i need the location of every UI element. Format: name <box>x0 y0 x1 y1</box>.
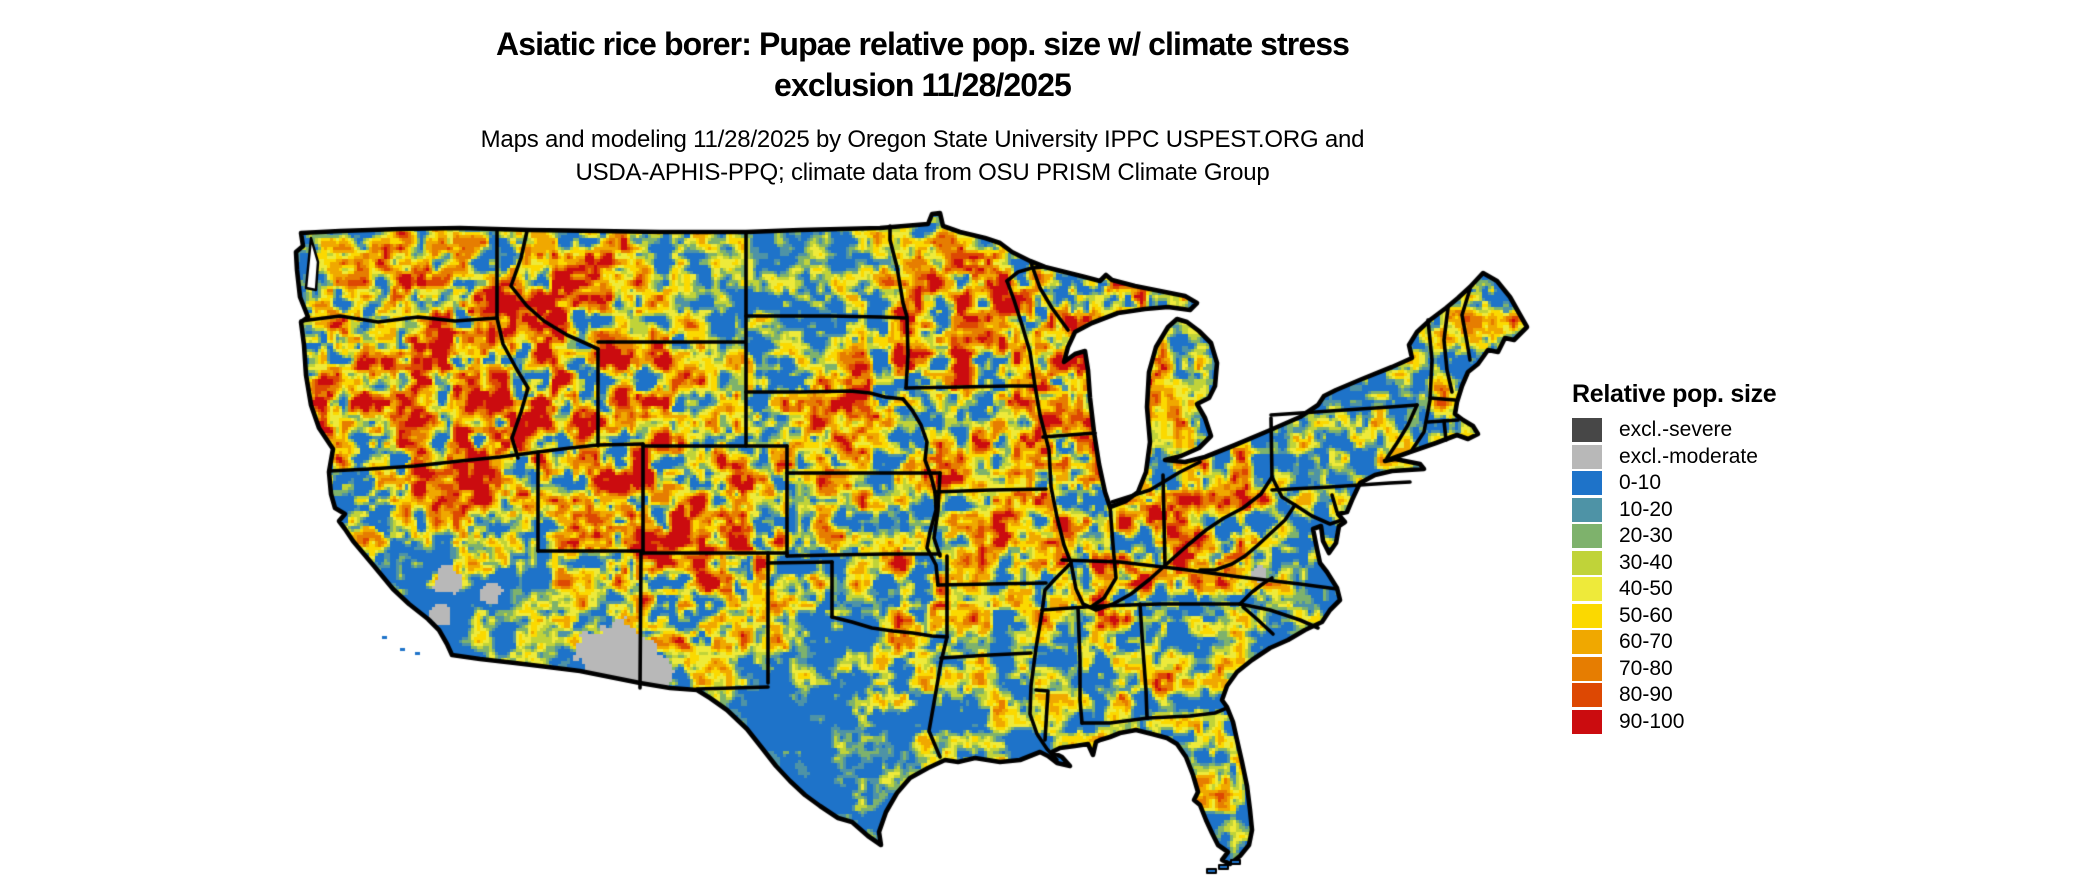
page-subtitle: Maps and modeling 11/28/2025 by Oregon S… <box>0 123 1845 189</box>
legend-item: 20-30 <box>1572 524 1902 548</box>
map-header: Asiatic rice borer: Pupae relative pop. … <box>0 24 1845 189</box>
title-line-1: Asiatic rice borer: Pupae relative pop. … <box>495 26 1350 62</box>
legend-item: 70-80 <box>1572 656 1902 681</box>
legend-item: 90-100 <box>1572 709 1902 734</box>
legend-swatch <box>1572 418 1602 442</box>
legend-swatch <box>1572 524 1602 548</box>
legend-item-label: excl.-severe <box>1619 418 1733 441</box>
legend-item-label: 90-100 <box>1619 709 1685 733</box>
legend-swatch <box>1572 550 1602 575</box>
legend-item-label: 70-80 <box>1619 656 1673 680</box>
legend: Relative pop. size excl.-severe excl.-mod… <box>1572 380 1902 734</box>
legend-swatch <box>1572 603 1602 628</box>
legend-items: excl.-severe excl.-moderate 0-10 10-20 20-30… <box>1572 418 1902 734</box>
legend-item-label: 20-30 <box>1619 524 1673 547</box>
subtitle-line-2: USDA-APHIS-PPQ; climate data from OSU PR… <box>575 159 1270 186</box>
legend-item-label: excl.-moderate <box>1619 444 1758 468</box>
legend-item: excl.-severe <box>1572 418 1902 442</box>
legend-item: 30-40 <box>1572 550 1902 575</box>
legend-swatch <box>1572 471 1602 495</box>
legend-swatch <box>1572 630 1602 654</box>
legend-item: 10-20 <box>1572 497 1902 522</box>
title-line-2: exclusion 11/28/2025 <box>774 67 1072 103</box>
legend-item-label: 0-10 <box>1619 471 1662 494</box>
subtitle-line-1: Maps and modeling 11/28/2025 by Oregon S… <box>480 126 1365 153</box>
page-title: Asiatic rice borer: Pupae relative pop. … <box>0 24 1845 106</box>
legend-item: 40-50 <box>1572 577 1902 601</box>
legend-swatch <box>1572 444 1602 469</box>
us-map <box>285 205 1535 885</box>
legend-item-label: 30-40 <box>1619 550 1673 574</box>
legend-item: 50-60 <box>1572 603 1902 628</box>
legend-item-label: 50-60 <box>1619 603 1673 627</box>
legend-item: 80-90 <box>1572 683 1902 707</box>
legend-swatch <box>1572 497 1602 522</box>
legend-item: 60-70 <box>1572 630 1902 654</box>
legend-item: excl.-moderate <box>1572 444 1902 469</box>
legend-swatch <box>1572 656 1602 681</box>
legend-swatch <box>1572 577 1602 601</box>
legend-item-label: 80-90 <box>1619 683 1673 706</box>
legend-swatch <box>1572 683 1602 707</box>
legend-item-label: 40-50 <box>1619 577 1673 600</box>
legend-item: 0-10 <box>1572 471 1902 495</box>
legend-title: Relative pop. size <box>1572 380 1777 408</box>
legend-swatch <box>1572 709 1602 734</box>
legend-item-label: 10-20 <box>1619 497 1673 521</box>
legend-item-label: 60-70 <box>1619 630 1673 653</box>
